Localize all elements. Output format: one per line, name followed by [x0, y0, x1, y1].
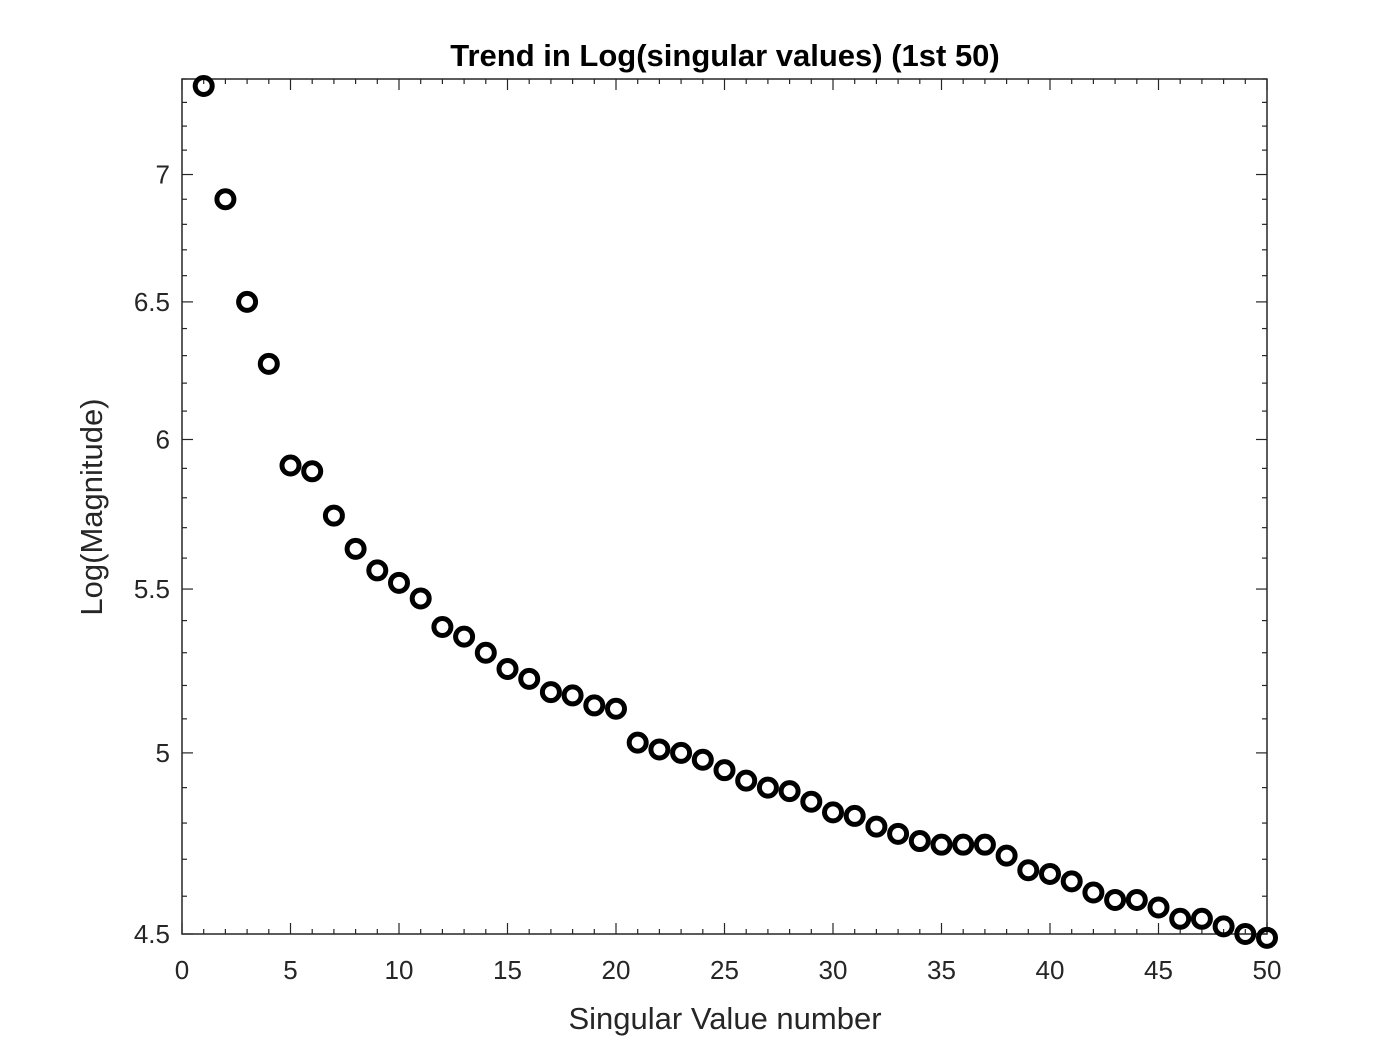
data-point — [1039, 862, 1061, 885]
data-point — [409, 587, 432, 610]
y-tick-label: 6 — [156, 424, 170, 454]
data-point — [995, 844, 1018, 867]
data-point — [952, 833, 975, 856]
data-point — [778, 780, 801, 803]
data-point — [670, 741, 693, 764]
data-point — [973, 833, 996, 856]
data-point — [1212, 915, 1235, 938]
data-point — [1169, 907, 1192, 930]
data-point — [366, 559, 389, 582]
data-point — [192, 74, 215, 97]
data-point — [279, 454, 302, 477]
data-points — [192, 74, 1278, 949]
data-point — [561, 684, 584, 707]
x-tick-label: 25 — [710, 955, 739, 985]
data-point — [431, 615, 454, 638]
data-point — [843, 804, 866, 827]
data-point — [800, 790, 823, 813]
y-tick-label: 5.5 — [134, 574, 170, 604]
data-point — [518, 667, 541, 690]
data-point — [930, 833, 953, 856]
data-point — [648, 738, 671, 761]
data-point — [1017, 859, 1040, 882]
x-tick-label: 10 — [385, 955, 414, 985]
y-tick-label: 4.5 — [134, 919, 170, 949]
x-axis-label: Singular Value number — [568, 1001, 881, 1036]
axis-tick-labels: 0 5 10 15 20 25 30 35 40 45 50 4.5 5 5.5 6 6.5 7 — [134, 160, 1282, 985]
x-tick-label: 30 — [819, 955, 848, 985]
data-point — [474, 641, 497, 664]
y-axis-label: Log(Magnitude) — [74, 398, 109, 615]
data-point — [214, 188, 237, 211]
data-point — [713, 759, 736, 782]
data-point — [257, 352, 280, 375]
data-point — [496, 658, 519, 681]
data-point — [756, 776, 779, 799]
data-point — [539, 681, 562, 704]
data-point — [1190, 907, 1213, 930]
data-point — [1104, 888, 1127, 911]
data-point — [865, 815, 888, 838]
x-tick-label: 50 — [1253, 955, 1282, 985]
data-point — [236, 290, 259, 313]
y-tick-label: 6.5 — [134, 287, 170, 317]
x-tick-label: 0 — [175, 955, 189, 985]
data-point — [388, 571, 410, 594]
x-tick-label: 20 — [602, 955, 631, 985]
y-tick-label: 5 — [156, 738, 170, 768]
x-tick-label: 15 — [493, 955, 522, 985]
data-point — [887, 822, 910, 845]
data-point — [453, 625, 476, 648]
x-tick-label: 45 — [1144, 955, 1173, 985]
data-point — [1060, 870, 1083, 893]
data-point — [301, 460, 324, 483]
x-tick-label: 5 — [283, 955, 297, 985]
data-point — [1082, 881, 1105, 904]
x-tick-label: 35 — [927, 955, 956, 985]
data-point — [605, 697, 627, 720]
data-point — [1256, 926, 1278, 949]
x-tick-label: 40 — [1036, 955, 1065, 985]
data-point — [322, 504, 345, 527]
y-tick-label: 7 — [156, 160, 170, 190]
chart-title: Trend in Log(singular values) (1st 50) — [450, 38, 1000, 73]
data-point — [583, 694, 606, 717]
data-point — [344, 537, 367, 560]
data-point — [1234, 923, 1257, 945]
data-point — [908, 830, 931, 853]
data-point — [1147, 896, 1170, 919]
data-point — [1125, 888, 1148, 911]
plot-frame — [181, 78, 1268, 935]
data-point — [822, 801, 844, 824]
data-point — [691, 748, 714, 771]
data-point — [735, 769, 758, 792]
data-point — [626, 731, 649, 754]
axis-ticks — [181, 78, 1268, 935]
